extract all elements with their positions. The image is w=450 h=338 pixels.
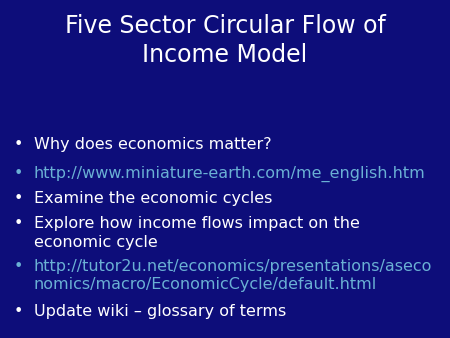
Text: http://tutor2u.net/economics/presentations/aseco
nomics/macro/EconomicCycle/defa: http://tutor2u.net/economics/presentatio… xyxy=(34,259,432,292)
Text: Explore how income flows impact on the
economic cycle: Explore how income flows impact on the e… xyxy=(34,216,360,250)
Text: •: • xyxy=(14,304,23,319)
Text: •: • xyxy=(14,259,23,273)
Text: •: • xyxy=(14,166,23,180)
Text: •: • xyxy=(14,137,23,152)
Text: Five Sector Circular Flow of
Income Model: Five Sector Circular Flow of Income Mode… xyxy=(64,14,386,67)
Text: Examine the economic cycles: Examine the economic cycles xyxy=(34,191,272,206)
Text: •: • xyxy=(14,191,23,206)
Text: Update wiki – glossary of terms: Update wiki – glossary of terms xyxy=(34,304,286,319)
Text: Why does economics matter?: Why does economics matter? xyxy=(34,137,271,152)
Text: •: • xyxy=(14,216,23,231)
Text: http://www.miniature-earth.com/me_english.htm: http://www.miniature-earth.com/me_englis… xyxy=(34,166,426,182)
